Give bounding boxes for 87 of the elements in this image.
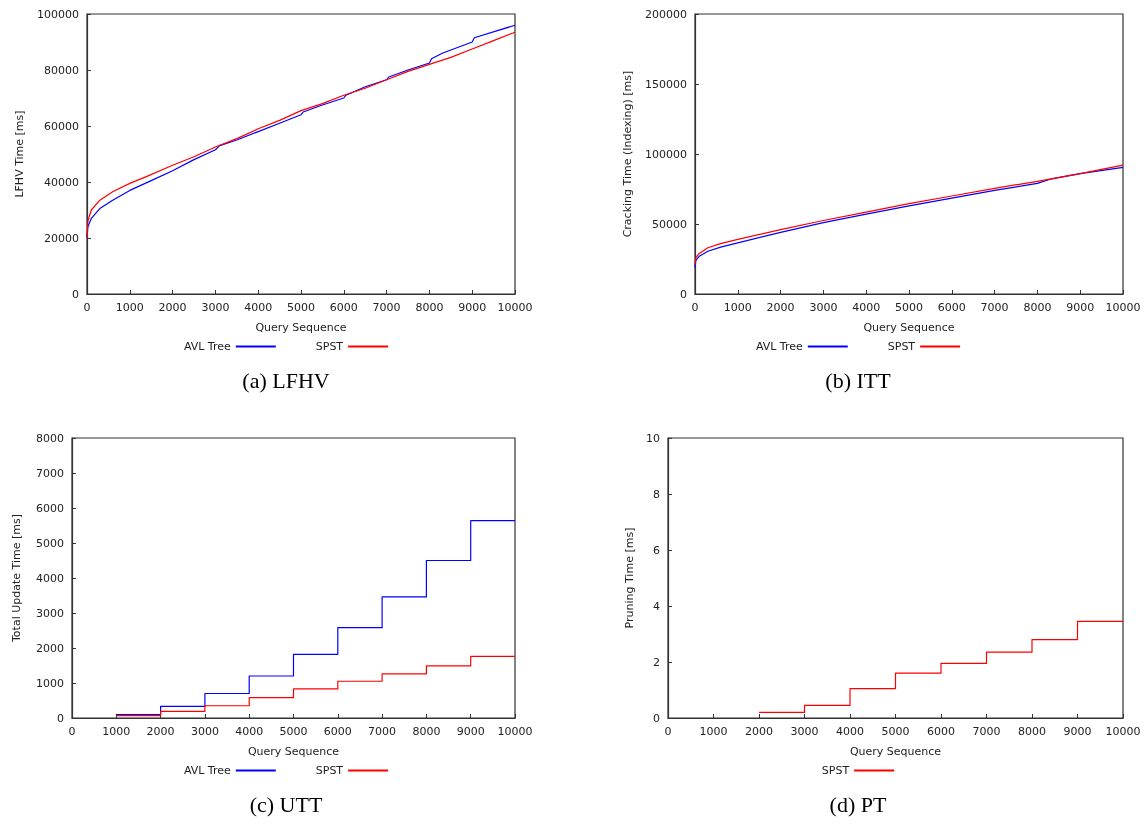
y-tick-label: 0 <box>653 711 660 725</box>
x-tick-label: 4000 <box>235 725 264 738</box>
y-tick-label: 7000 <box>36 466 64 480</box>
x-tick-label: 6000 <box>937 301 966 314</box>
legend-label: SPST <box>887 340 916 353</box>
y-tick-label: 0 <box>680 287 687 301</box>
y-tick-label: 200000 <box>645 7 687 21</box>
text: (a) LFHV <box>242 367 330 393</box>
y-tick-label: 6 <box>653 543 660 557</box>
x-tick-label: 7000 <box>368 725 397 738</box>
x-tick-label: 6000 <box>323 725 352 738</box>
x-tick-label: 5000 <box>279 725 308 738</box>
y-axis-title: Pruning Time [ms] <box>623 527 637 629</box>
x-tick-label: 1000 <box>723 301 752 314</box>
x-tick-label: 4000 <box>836 725 864 738</box>
x-tick-label: 4000 <box>244 301 273 314</box>
x-tick-label: 10000 <box>497 301 533 314</box>
x-tick-label: 10000 <box>1105 301 1141 314</box>
x-axis-title: Query Sequence <box>863 321 955 334</box>
legend-label: SPST <box>315 764 344 777</box>
y-tick-label: 100000 <box>37 7 79 21</box>
x-tick-label: 5000 <box>881 725 910 738</box>
y-tick-label: 20000 <box>44 231 79 245</box>
y-tick-label: 0 <box>57 711 64 725</box>
x-tick-label: 10000 <box>497 725 533 738</box>
y-tick-label: 1000 <box>36 676 64 690</box>
y-tick-label: 50000 <box>652 217 687 231</box>
x-axis-title: Query Sequence <box>849 745 942 758</box>
x-tick-label: 9000 <box>1066 301 1095 314</box>
x-tick-label: 8000 <box>1018 725 1046 738</box>
x-tick-label: 0 <box>83 301 91 314</box>
text: (d) PT <box>829 791 887 817</box>
y-axis-title: Total Update Time [ms] <box>10 514 23 643</box>
x-tick-label: 1000 <box>115 301 144 314</box>
y-axis-title: Cracking Time (Indexing) [ms] <box>621 70 634 238</box>
x-tick-label: 8000 <box>415 301 444 314</box>
y-tick-label: 6000 <box>36 501 64 515</box>
x-tick-label: 5000 <box>895 301 923 314</box>
x-tick-label: 8000 <box>1023 301 1052 314</box>
legend-label: AVL Tree <box>183 764 232 777</box>
x-tick-label: 2000 <box>158 301 187 314</box>
y-tick-label: 150000 <box>645 77 687 91</box>
y-tick-label: 40000 <box>44 175 79 189</box>
x-axis-title: Query Sequence <box>255 321 347 334</box>
x-tick-label: 7000 <box>980 301 1009 314</box>
text: (b) ITT <box>825 367 892 393</box>
x-tick-label: 0 <box>691 301 699 314</box>
x-tick-label: 2000 <box>766 301 795 314</box>
x-tick-label: 7000 <box>372 301 401 314</box>
x-tick-label: 2000 <box>146 725 175 738</box>
y-tick-label: 10 <box>646 431 660 445</box>
x-tick-label: 1000 <box>102 725 131 738</box>
y-tick-label: 0 <box>72 287 79 301</box>
text: (c) UTT <box>249 791 323 817</box>
x-tick-label: 6000 <box>927 725 955 738</box>
y-tick-label: 5000 <box>36 536 64 550</box>
x-tick-label: 5000 <box>287 301 315 314</box>
x-tick-label: 10000 <box>1105 725 1141 738</box>
y-tick-label: 4000 <box>36 571 64 585</box>
y-tick-label: 60000 <box>44 119 79 133</box>
x-tick-label: 4000 <box>852 301 881 314</box>
y-axis-title: LFHV Time [ms] <box>13 110 26 198</box>
y-tick-label: 2 <box>653 655 660 669</box>
legend-label: AVL Tree <box>183 340 232 353</box>
x-tick-label: 3000 <box>790 725 819 738</box>
legend-label: SPST <box>315 340 344 353</box>
x-tick-label: 3000 <box>190 725 219 738</box>
y-tick-label: 2000 <box>36 641 64 655</box>
y-tick-label: 4 <box>653 599 660 613</box>
x-axis-title: Query Sequence <box>247 745 340 758</box>
y-tick-label: 100000 <box>645 147 687 161</box>
x-tick-label: 9000 <box>456 725 485 738</box>
y-tick-label: 8000 <box>36 431 64 445</box>
x-tick-label: 7000 <box>972 725 1001 738</box>
x-tick-label: 2000 <box>745 725 773 738</box>
y-tick-label: 8 <box>653 487 660 501</box>
x-tick-label: 9000 <box>458 301 487 314</box>
x-tick-label: 9000 <box>1063 725 1092 738</box>
x-tick-label: 3000 <box>201 301 230 314</box>
y-tick-label: 80000 <box>44 63 79 77</box>
x-tick-label: 3000 <box>809 301 838 314</box>
legend-label: SPST <box>821 764 850 777</box>
legend-label: AVL Tree <box>755 340 804 353</box>
y-tick-label: 3000 <box>36 606 64 620</box>
x-tick-label: 6000 <box>329 301 358 314</box>
x-tick-label: 8000 <box>412 725 441 738</box>
x-tick-label: 1000 <box>699 725 728 738</box>
